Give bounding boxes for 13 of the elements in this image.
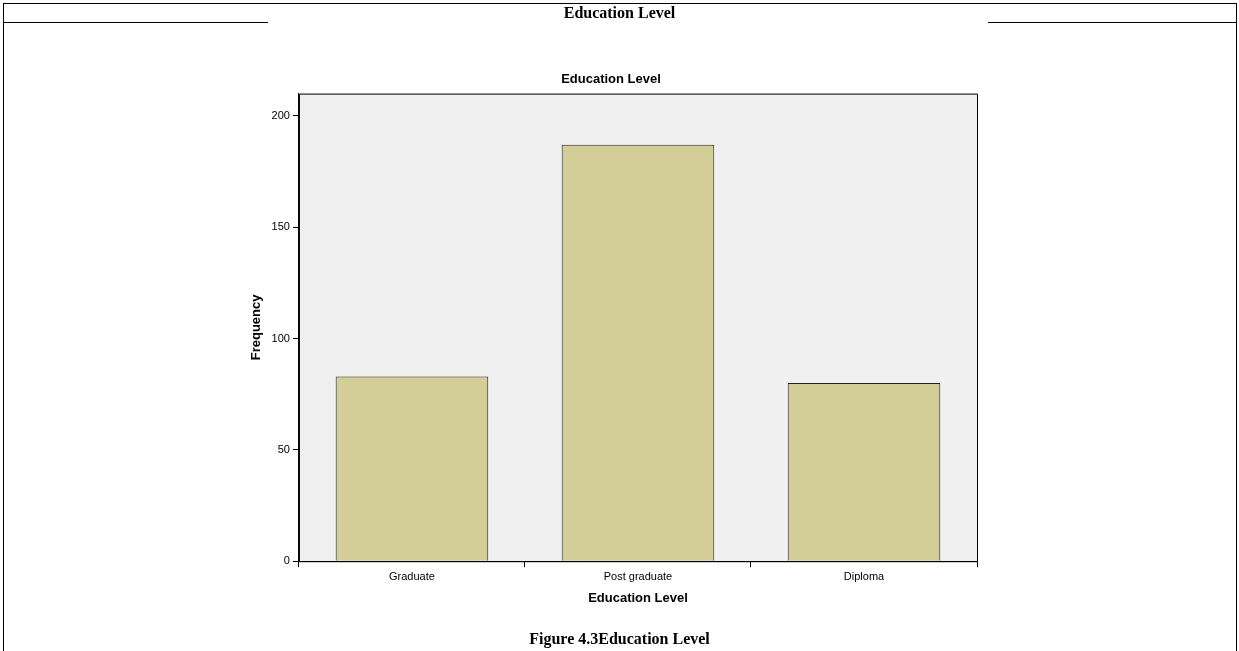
x-axis-title: Education Level — [588, 589, 688, 605]
caption: Figure 4.3Education Level — [528, 630, 711, 648]
text: Education Level — [562, 4, 677, 22]
x-tick-label: Post graduate — [603, 569, 673, 582]
y-tick-label: 100 — [271, 331, 290, 344]
x-tick-label: Graduate — [389, 569, 435, 582]
y-tick-label: 150 — [271, 220, 290, 233]
y-tick-label: 200 — [271, 108, 290, 121]
x-tick-label: Diploma — [843, 569, 886, 582]
y-tick-label: 0 — [283, 554, 290, 567]
y-axis-title: Frequency — [248, 293, 264, 361]
chart-title: Education Level — [561, 71, 661, 87]
y-tick-label: 50 — [277, 442, 290, 455]
